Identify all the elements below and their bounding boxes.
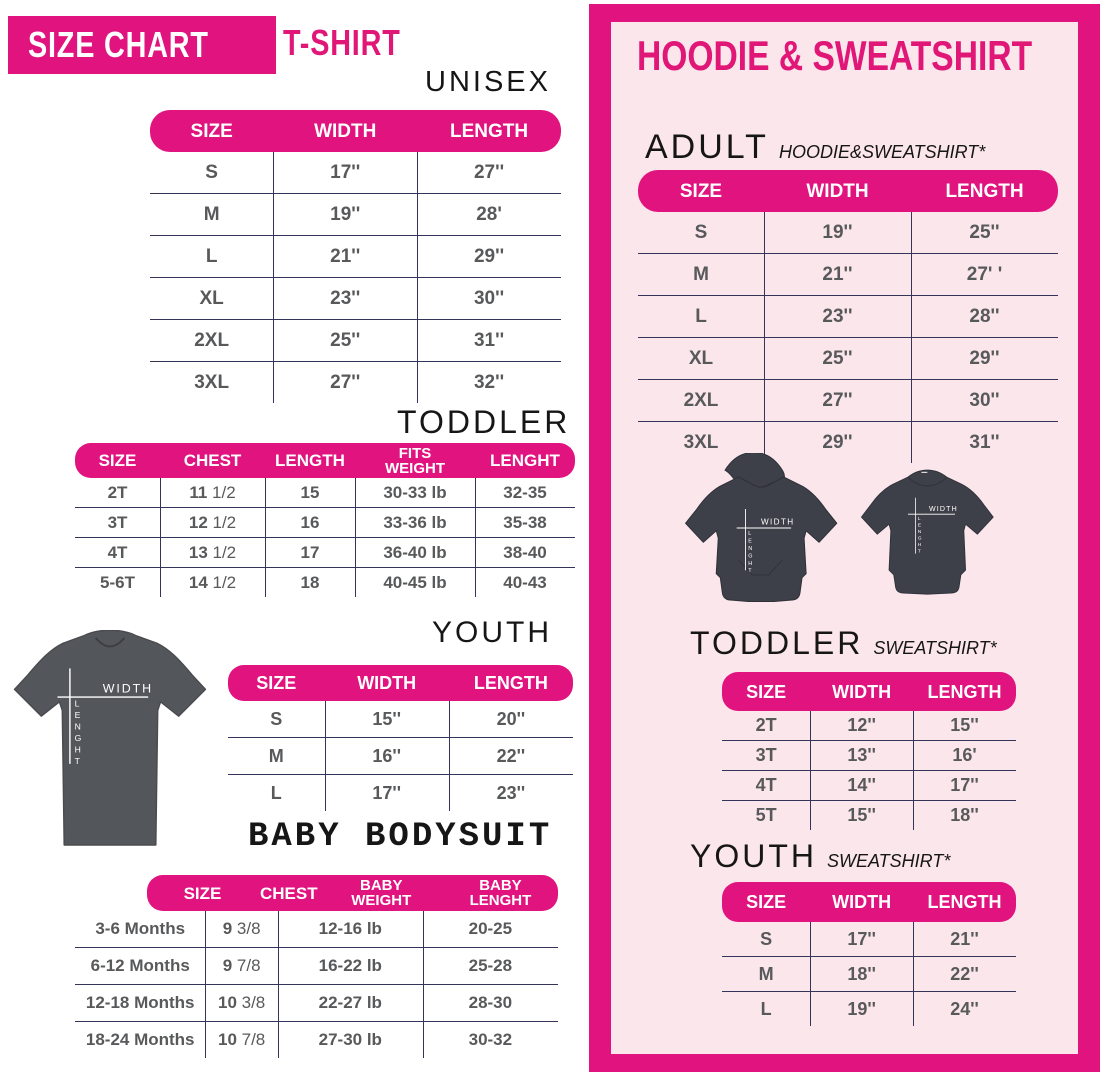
svg-text:H: H [748, 561, 753, 567]
svg-text:H: H [75, 744, 82, 754]
svg-text:G: G [75, 733, 83, 743]
svg-text:N: N [75, 722, 82, 732]
svg-text:E: E [918, 523, 922, 528]
svg-text:WIDTH: WIDTH [761, 518, 795, 527]
svg-text:WIDTH: WIDTH [103, 681, 153, 695]
svg-text:T: T [748, 568, 752, 574]
svg-text:WIDTH: WIDTH [929, 506, 958, 513]
svg-text:L: L [75, 699, 81, 709]
svg-text:L: L [918, 516, 921, 521]
svg-text:E: E [75, 710, 82, 720]
svg-text:N: N [918, 529, 922, 534]
svg-text:N: N [748, 546, 753, 552]
svg-text:G: G [918, 535, 922, 540]
svg-text:H: H [918, 542, 922, 547]
svg-text:T: T [75, 756, 81, 766]
svg-text:G: G [748, 553, 753, 559]
svg-text:T: T [918, 548, 921, 553]
svg-text:L: L [748, 531, 752, 537]
svg-text:E: E [748, 538, 752, 544]
